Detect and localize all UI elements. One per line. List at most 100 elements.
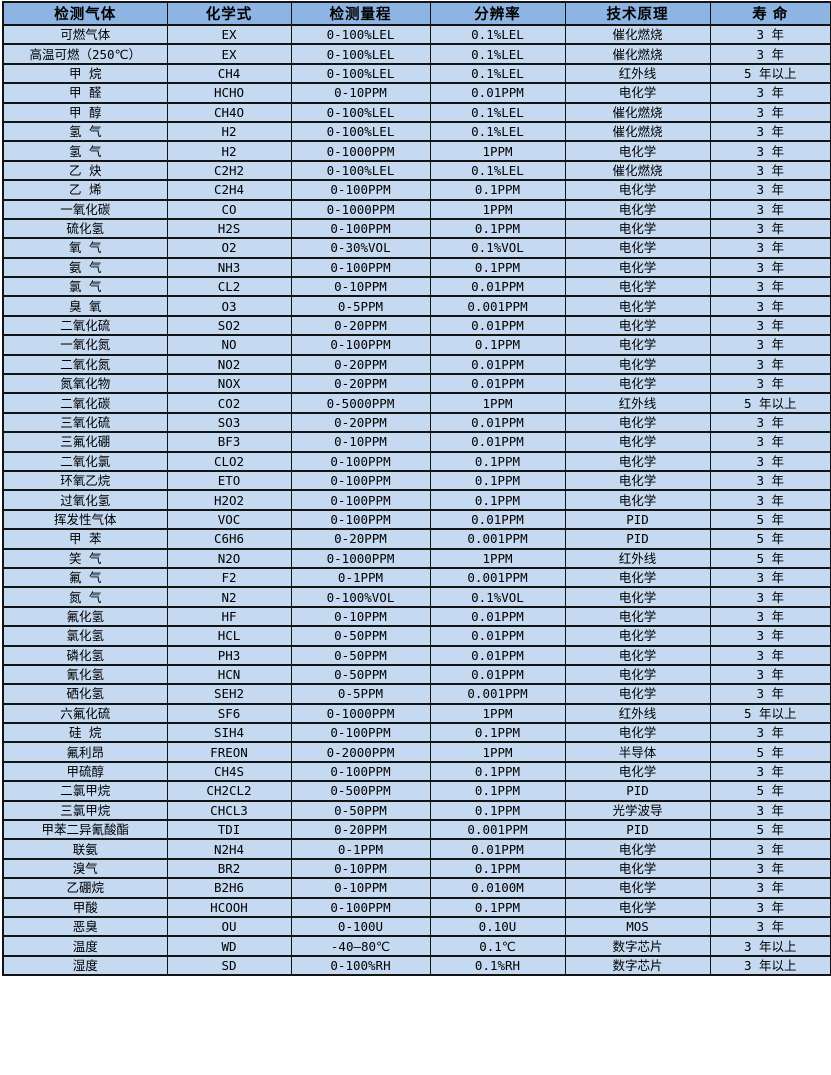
table-row: 甲 苯 C6H6 0-20PPM 0.001PPM PID 5 年 [2,528,831,550]
cell-principle: 电化学 [564,605,711,628]
cell-gas: 甲 苯 [2,528,168,550]
cell-formula: HF [166,605,292,628]
cell-range: 0-500PPM [290,780,431,802]
cell-range: 0-100%LEL [290,23,431,46]
cell-resolution: 0.001PPM [429,683,566,705]
table-row: 二氯甲烷 CH2CL2 0-500PPM 0.1PPM PID 5 年 [2,780,831,802]
cell-formula: C6H6 [166,528,292,550]
cell-resolution: 0.01PPM [429,314,566,337]
table-row: 挥发性气体 VOC 0-100PPM 0.01PPM PID 5 年 [2,508,831,531]
cell-range: 0-5000PPM [290,392,431,414]
cell-gas: 硅 烷 [2,722,168,744]
cell-lifespan: 3 年 [709,179,831,201]
cell-range: 0-100%VOL [290,586,431,608]
cell-formula: CLO2 [166,450,292,473]
cell-gas: 二氧化氮 [2,353,168,376]
cell-range: 0-20PPM [290,818,431,841]
cell-formula: NO [166,334,292,356]
cell-principle: 光学波导 [564,799,711,822]
cell-range: 0-100PPM [290,469,431,492]
cell-formula: OU [166,915,292,938]
column-header-resolution: 分辨率 [429,1,566,26]
cell-range: 0-10PPM [290,431,431,453]
table-row: 氮 气 N2 0-100%VOL 0.1%VOL 电化学 3 年 [2,586,831,608]
cell-principle: 催化燃烧 [564,101,711,123]
cell-principle: PID [564,780,711,802]
cell-gas: 氟利昂 [2,741,168,763]
cell-resolution: 0.01PPM [429,431,566,453]
cell-principle: 数字芯片 [564,954,711,977]
cell-resolution: 1PPM [429,392,566,414]
cell-lifespan: 3 年 [709,760,831,783]
cell-resolution: 0.1℃ [429,935,566,957]
cell-lifespan: 3 年 [709,217,831,240]
cell-formula: HCN [166,663,292,686]
cell-lifespan: 3 年 [709,915,831,938]
gas-sensor-spec-table: 检测气体 化学式 检测量程 分辨率 技术原理 寿 命 可燃气体 EX 0-100%L… [2,1,831,977]
cell-lifespan: 3 年 [709,644,831,666]
cell-principle: 电化学 [564,295,711,317]
cell-principle: 电化学 [564,644,711,666]
cell-lifespan: 3 年 [709,256,831,279]
cell-resolution: 0.01PPM [429,411,566,434]
cell-resolution: 0.1PPM [429,179,566,201]
cell-resolution: 0.1PPM [429,896,566,918]
cell-lifespan: 3 年 [709,431,831,453]
cell-lifespan: 3 年 [709,82,831,104]
cell-range: 0-50PPM [290,799,431,822]
cell-range: 0-100PPM [290,722,431,744]
cell-lifespan: 5 年 [709,780,831,802]
cell-range: 0-50PPM [290,625,431,647]
cell-resolution: 0.1%LEL [429,120,566,143]
cell-range: 0-20PPM [290,411,431,434]
cell-range: 0-100PPM [290,256,431,279]
cell-resolution: 1PPM [429,547,566,569]
cell-resolution: 0.01PPM [429,373,566,395]
cell-resolution: 0.01PPM [429,276,566,298]
column-header-formula: 化学式 [166,1,292,26]
cell-lifespan: 3 年 [709,140,831,162]
cell-principle: MOS [564,915,711,938]
cell-resolution: 0.001PPM [429,818,566,841]
cell-lifespan: 3 年 [709,295,831,317]
cell-principle: 电化学 [564,469,711,492]
cell-range: 0-1000PPM [290,702,431,725]
cell-resolution: 0.01PPM [429,644,566,666]
cell-range: 0-100%LEL [290,43,431,65]
cell-principle: 电化学 [564,256,711,279]
cell-resolution: 0.01PPM [429,508,566,531]
cell-gas: 高温可燃（250℃） [2,43,168,65]
cell-resolution: 1PPM [429,702,566,725]
cell-lifespan: 3 年 [709,159,831,182]
cell-lifespan: 3 年 [709,198,831,220]
cell-lifespan: 5 年 [709,818,831,841]
cell-principle: 电化学 [564,314,711,337]
cell-range: 0-100%RH [290,954,431,977]
cell-gas: 臭 氧 [2,295,168,317]
cell-formula: SEH2 [166,683,292,705]
cell-range: 0-100PPM [290,179,431,201]
cell-gas: 氟化氢 [2,605,168,628]
cell-gas: 氰化氢 [2,663,168,686]
cell-resolution: 1PPM [429,198,566,220]
cell-gas: 温度 [2,935,168,957]
table-row: 六氟化硫 SF6 0-1000PPM 1PPM 红外线 5 年以上 [2,702,831,725]
cell-principle: 红外线 [564,62,711,85]
table-row: 笑 气 N2O 0-1000PPM 1PPM 红外线 5 年 [2,547,831,569]
cell-range: 0-100PPM [290,334,431,356]
cell-formula: SO3 [166,411,292,434]
table-row: 环氧乙烷 ETO 0-100PPM 0.1PPM 电化学 3 年 [2,469,831,492]
cell-gas: 氮 气 [2,586,168,608]
cell-gas: 联氨 [2,838,168,860]
table-row: 臭 氧 O3 0-5PPM 0.001PPM 电化学 3 年 [2,295,831,317]
cell-gas: 笑 气 [2,547,168,569]
cell-gas: 氢 气 [2,120,168,143]
table-row: 温度 WD -40—80℃ 0.1℃ 数字芯片 3 年以上 [2,935,831,957]
cell-formula: HCHO [166,82,292,104]
cell-lifespan: 3 年 [709,799,831,822]
table-row: 甲硫醇 CH4S 0-100PPM 0.1PPM 电化学 3 年 [2,760,831,783]
cell-principle: 电化学 [564,838,711,860]
cell-lifespan: 3 年 [709,334,831,356]
cell-formula: N2O [166,547,292,569]
cell-principle: 电化学 [564,877,711,899]
